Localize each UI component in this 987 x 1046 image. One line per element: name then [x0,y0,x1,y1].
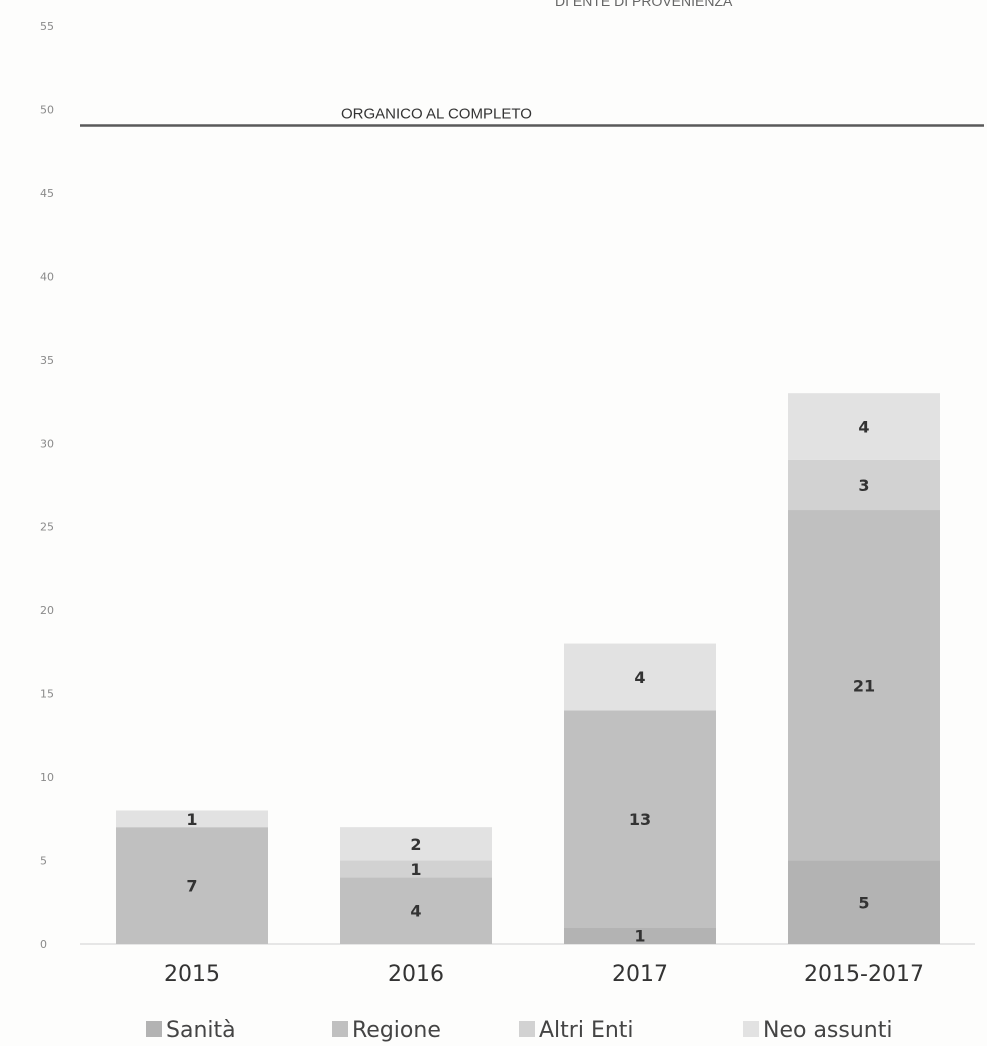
bar-segment [116,827,268,944]
data-label: 1 [410,860,421,879]
legend: Sanità Regione Altri Enti Neo assunti [146,1018,892,1043]
y-axis: 0 5 10 15 20 25 30 35 40 45 50 55 [40,20,54,951]
legend-swatch [332,1021,348,1037]
header-text: DI ENTE DI PROVENIENZA [555,0,733,9]
bar-segment [788,860,940,944]
y-tick-label: 20 [40,604,54,617]
bars [116,393,940,944]
data-label: 4 [410,902,421,921]
legend-label: Neo assunti [763,1018,892,1043]
y-tick-label: 30 [40,437,54,450]
x-axis: 2015 2016 2017 2015-2017 [164,962,924,987]
y-tick-label: 15 [40,688,54,701]
x-tick-label: 2017 [612,962,668,987]
bar-segment [340,877,492,944]
bar-segment [340,827,492,861]
data-label: 3 [858,476,869,495]
bar-segment [340,860,492,878]
y-tick-label: 55 [40,20,54,33]
x-tick-label: 2015 [164,962,220,987]
bar-segment [564,710,716,928]
reference-line-label: ORGANICO AL COMPLETO [341,105,532,122]
y-tick-label: 25 [40,521,54,534]
data-label: 1 [634,927,645,946]
data-label: 2 [410,835,421,854]
reference-line-group: ORGANICO AL COMPLETO [80,105,984,127]
bar-segment [564,927,716,944]
data-label: 4 [634,668,645,687]
data-label: 5 [858,893,869,912]
y-tick-label: 10 [40,771,54,784]
data-label: 13 [629,810,651,829]
data-label: 1 [186,810,197,829]
x-tick-label: 2016 [388,962,444,987]
bar-segment [116,810,268,828]
legend-swatch [146,1021,162,1037]
legend-label: Regione [352,1018,441,1043]
y-tick-label: 5 [40,855,47,868]
legend-swatch [743,1021,759,1037]
bar-segment [788,459,940,511]
bar-segment [788,393,940,460]
y-tick-label: 35 [40,354,54,367]
x-tick-label: 2015-2017 [804,962,924,987]
data-label: 7 [186,877,197,896]
y-tick-label: 50 [40,103,54,116]
y-tick-label: 45 [40,187,54,200]
bar-segment [788,510,940,861]
y-tick-label: 40 [40,270,54,283]
data-label: 21 [853,676,875,695]
legend-label: Altri Enti [539,1018,634,1043]
data-label: 4 [858,418,869,437]
y-tick-label: 0 [40,938,47,951]
legend-swatch [519,1021,535,1037]
bar-segment [564,643,716,711]
legend-label: Sanità [166,1018,236,1043]
